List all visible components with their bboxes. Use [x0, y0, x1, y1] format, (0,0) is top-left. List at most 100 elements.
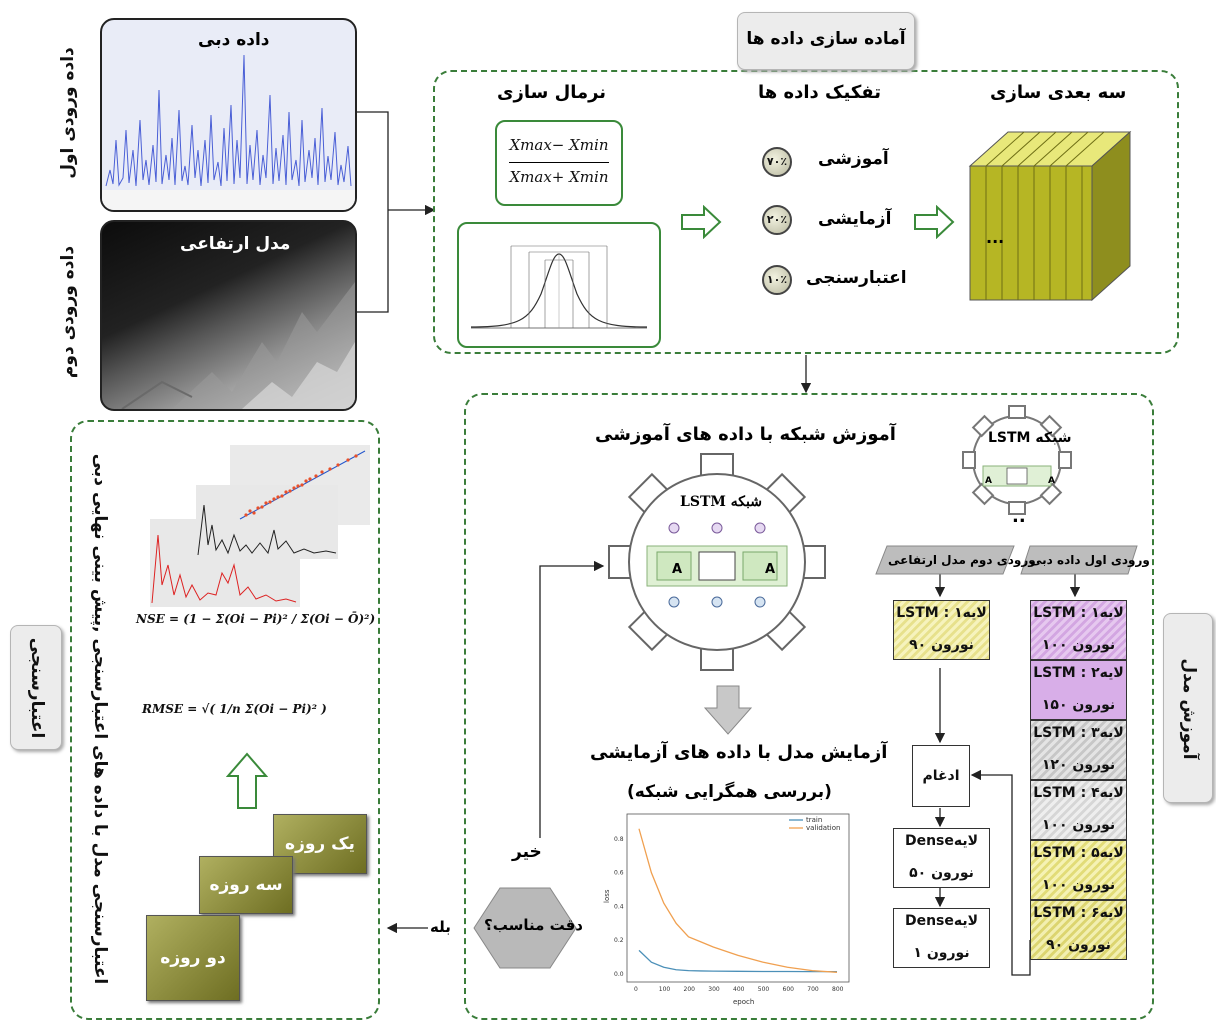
layer-title: لایه۳ : LSTM — [1033, 725, 1124, 741]
normalization-title: نرمال سازی — [497, 82, 607, 103]
x-tick-label: 500 — [758, 986, 770, 993]
dense-layer-1: لایهDense نورون ۵۰ — [893, 828, 990, 888]
small-gear-label: شبکه LSTM — [988, 430, 1072, 446]
yes-label: بله — [430, 918, 451, 936]
bell-curve — [470, 245, 648, 329]
formula-bar — [509, 162, 609, 163]
dem-title: مدل ارتفاعی — [180, 234, 291, 254]
layer-neurons: نورون ۱۲۰ — [1041, 757, 1116, 773]
big-lstm-gear — [608, 453, 826, 671]
stack1-layer-4: لایه۴ : LSTM نورون ۱۰۰ — [1030, 780, 1127, 840]
layer-neurons: نورون ۵۰ — [909, 865, 974, 881]
legend-train: train — [806, 816, 822, 824]
cube-dots: ... — [986, 228, 1005, 247]
arrow-to-split — [681, 205, 722, 239]
input1-header: ورودی اول داده دبی — [1030, 553, 1150, 567]
y-tick-label: 0.4 — [614, 903, 624, 910]
gear-dots: .. — [1012, 506, 1026, 527]
normal-distribution-figure — [457, 222, 661, 348]
discharge-hydrograph — [102, 54, 355, 210]
test-percent-badge: ۲۰٪ — [762, 205, 792, 235]
data-prep-title: آماده سازی داده ها — [746, 29, 906, 49]
data-prep-title-box: آماده سازی داده ها — [737, 12, 915, 70]
small-lstm-gear — [962, 405, 1072, 515]
training-title: آموزش شبکه با داده های آموزشی — [595, 424, 896, 445]
x-tick-label: 0 — [634, 986, 638, 993]
decision-label: دقت مناسب؟ — [484, 916, 583, 934]
x-axis-label: epoch — [733, 998, 754, 1006]
formula-numerator: Xmax− Xmin — [509, 136, 609, 154]
valid-percent-badge: ۱۰٪ — [762, 265, 792, 295]
layer-title: لایه۵ : LSTM — [1033, 845, 1124, 861]
training-section-label-box: آموزش مدل — [1163, 613, 1213, 803]
three-day-box: سه روزه — [199, 856, 293, 914]
no-loop-arrow — [539, 560, 605, 838]
nse-formula: NSE = (1 − Σ(Oi − Pi)² / Σ(Oi − Ō)²) — [136, 612, 376, 626]
dem-panel: مدل ارتفاعی — [100, 220, 357, 411]
layer-neurons: نورون ۹۰ — [909, 637, 974, 653]
valid-label: اعتبارسنجی — [806, 268, 907, 288]
stack2-layer-1: لایه۱ : LSTM نورون ۹۰ — [893, 600, 990, 660]
down-arrow-to-test — [703, 685, 753, 735]
train-label: آموزشی — [818, 149, 889, 169]
layer-title: لایهDense — [904, 913, 979, 929]
stack1-layer-1: لایه۱ : LSTM نورون ۱۰۰ — [1030, 600, 1127, 660]
formula-denominator: Xmax+ Xmin — [509, 168, 609, 186]
big-gear-label: شبکه LSTM — [680, 494, 762, 510]
small-gear-cell-left: A — [985, 476, 992, 486]
small-gear-cell-right: A — [1048, 476, 1055, 486]
y-tick-label: 0.6 — [614, 870, 624, 877]
no-label: خیر — [512, 842, 542, 862]
stack1-layer-2: لایه۲ : LSTM نورون ۱۵۰ — [1030, 660, 1127, 720]
x-tick-label: 100 — [659, 986, 671, 993]
input2-header-shape — [875, 545, 1015, 575]
two-day-box: دو روزه — [146, 915, 240, 1001]
x-tick-label: 700 — [807, 986, 819, 993]
stack1-layer-3: لایه۳ : LSTM نورون ۱۲۰ — [1030, 720, 1127, 780]
dense-layer-2: لایهDense نورون ۱ — [893, 908, 990, 968]
model-training-section — [464, 393, 1154, 1020]
layer-title: لایه۶ : LSTM — [1033, 905, 1124, 921]
layer-neurons: نورون ۹۰ — [1046, 937, 1111, 953]
training-section-label: آموزش مدل — [1179, 658, 1199, 760]
layer-title: لایه۲ : LSTM — [1033, 665, 1124, 681]
validation-plots — [150, 445, 370, 607]
decision-diamond — [473, 887, 577, 969]
x-tick-label: 800 — [832, 986, 844, 993]
layer-title: لایهDense — [904, 833, 979, 849]
stack1-layer-5: لایه۵ : LSTM نورون ۱۰۰ — [1030, 840, 1127, 900]
x-tick-label: 600 — [783, 986, 795, 993]
y-tick-label: 0.8 — [614, 836, 624, 843]
cube-title: سه بعدی سازی — [990, 82, 1127, 103]
split-title: تفکیک داده ها — [758, 82, 882, 103]
validation-section-label-box: اعتبارسنجی — [10, 625, 62, 750]
layer-neurons: نورون ۱۵۰ — [1041, 697, 1116, 713]
arrow-to-cube — [914, 205, 955, 239]
discharge-panel: داده دبی — [100, 18, 357, 212]
rmse-formula: RMSE = √( 1/n Σ(Oi − Pi)² ) — [142, 702, 327, 716]
merge-box: ادغام — [912, 745, 970, 807]
inputs-bracket — [352, 111, 389, 313]
big-gear-cell-left: A — [672, 562, 683, 577]
big-gear-cell-right: A — [765, 562, 776, 577]
validation-title: اعتبارسنجی مدل با داده های اعتبارسنجی ,پ… — [90, 453, 110, 985]
train-percent-badge: ۷۰٪ — [762, 147, 792, 177]
loss-chart-ticks: 0 100 200 300 400 500 600 700 800 0.0 0.2 0.4 0.6 0.8 — [614, 836, 844, 993]
train-loss-line — [638, 949, 837, 973]
validation-section — [70, 420, 380, 1020]
y-tick-label: 0.2 — [614, 937, 624, 944]
layer-neurons: نورون ۱ — [913, 945, 970, 961]
layer-title: لایه۱ : LSTM — [1033, 605, 1124, 621]
x-tick-label: 400 — [733, 986, 745, 993]
y-axis-label: loss — [603, 889, 611, 903]
discharge-title: داده دبی — [198, 30, 270, 50]
validation-section-label: اعتبارسنجی — [27, 637, 47, 739]
legend-validation: validation — [806, 824, 840, 832]
dem-texture — [121, 282, 355, 409]
layer-title: لایه۴ : LSTM — [1033, 785, 1124, 801]
input2-header: ورودی دوم مدل ارتفاعی — [888, 553, 1036, 567]
layer-title: لایه۱ : LSTM — [896, 605, 987, 621]
data-prep-section — [433, 70, 1179, 354]
3d-cube — [968, 130, 1132, 302]
